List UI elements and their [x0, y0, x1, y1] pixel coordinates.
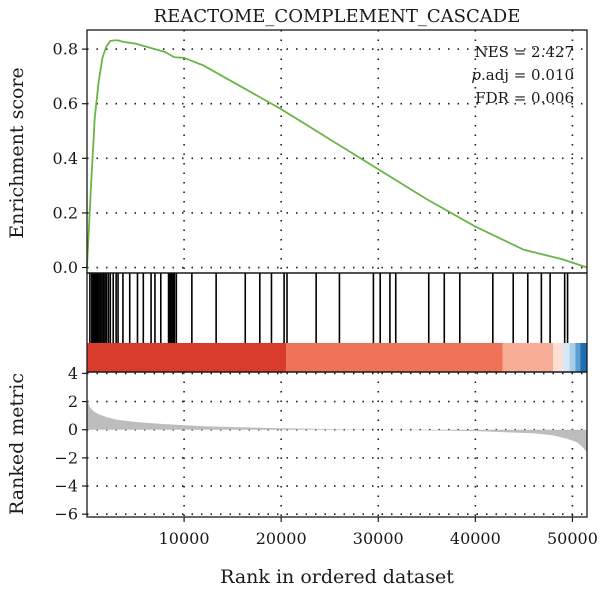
y-tick-label: 0	[68, 420, 78, 439]
y-tick-label: 0.8	[53, 40, 78, 59]
x-tick-label: 40000	[450, 529, 501, 548]
x-axis-ticks: 10000 20000 30000 40000 50000	[159, 517, 598, 548]
ranked-metric-area	[87, 398, 587, 453]
rank-color-band	[580, 343, 587, 372]
y-tick-label: 0.4	[53, 149, 78, 168]
statistics-box: NES = 2.427 p.adj = 0.010 FDR = 0.006	[471, 43, 574, 107]
enrichment-panel: 0.0 0.2 0.4 0.6 0.8 NES = 2.427 p.adj = 0.010…	[6, 29, 588, 277]
y-tick-label: −6	[54, 505, 78, 524]
rank-color-band	[575, 343, 581, 372]
stat-annotation: p.adj = 0.010	[471, 66, 574, 84]
chart-title: REACTOME_COMPLEMENT_CASCADE	[154, 6, 521, 27]
y-tick-label: −4	[54, 477, 78, 496]
rank-color-band	[553, 343, 563, 372]
x-tick-label: 50000	[547, 529, 598, 548]
x-axis-label: Rank in ordered dataset	[220, 566, 454, 588]
hits-panel	[86, 272, 588, 373]
rank-color-bar	[87, 343, 587, 372]
x-tick-label: 20000	[256, 529, 307, 548]
ranked-y-ticks: 4 2 0 −2 −4 −6	[54, 364, 87, 524]
enrichment-y-ticks: 0.0 0.2 0.4 0.6 0.8	[53, 40, 87, 277]
enrichment-score-line	[86, 39, 588, 269]
stat-annotation: NES = 2.427	[475, 43, 574, 61]
y-tick-label: −2	[54, 448, 78, 467]
y-tick-label: 0.0	[53, 258, 78, 277]
stat-annotation: FDR = 0.006	[475, 89, 574, 107]
ranked-grid	[87, 372, 587, 517]
y-tick-label: 4	[68, 364, 78, 383]
rank-color-band	[562, 343, 570, 372]
y-tick-label: 0.6	[53, 94, 78, 113]
gene-hit-marks	[89, 273, 569, 343]
rank-color-band	[87, 343, 287, 372]
ranked-panel: 4 2 0 −2 −4 −6 Ranked metric	[6, 364, 588, 524]
x-tick-label: 10000	[159, 529, 210, 548]
ranked-frame	[86, 371, 588, 518]
y-tick-label: 0.2	[53, 203, 78, 222]
rank-color-band	[502, 343, 554, 372]
x-tick-label: 30000	[353, 529, 404, 548]
y-tick-label: 2	[68, 392, 78, 411]
enrichment-y-label: Enrichment score	[6, 67, 28, 238]
rank-color-band	[286, 343, 503, 372]
ranked-y-label: Ranked metric	[6, 373, 28, 515]
rank-color-band	[569, 343, 576, 372]
